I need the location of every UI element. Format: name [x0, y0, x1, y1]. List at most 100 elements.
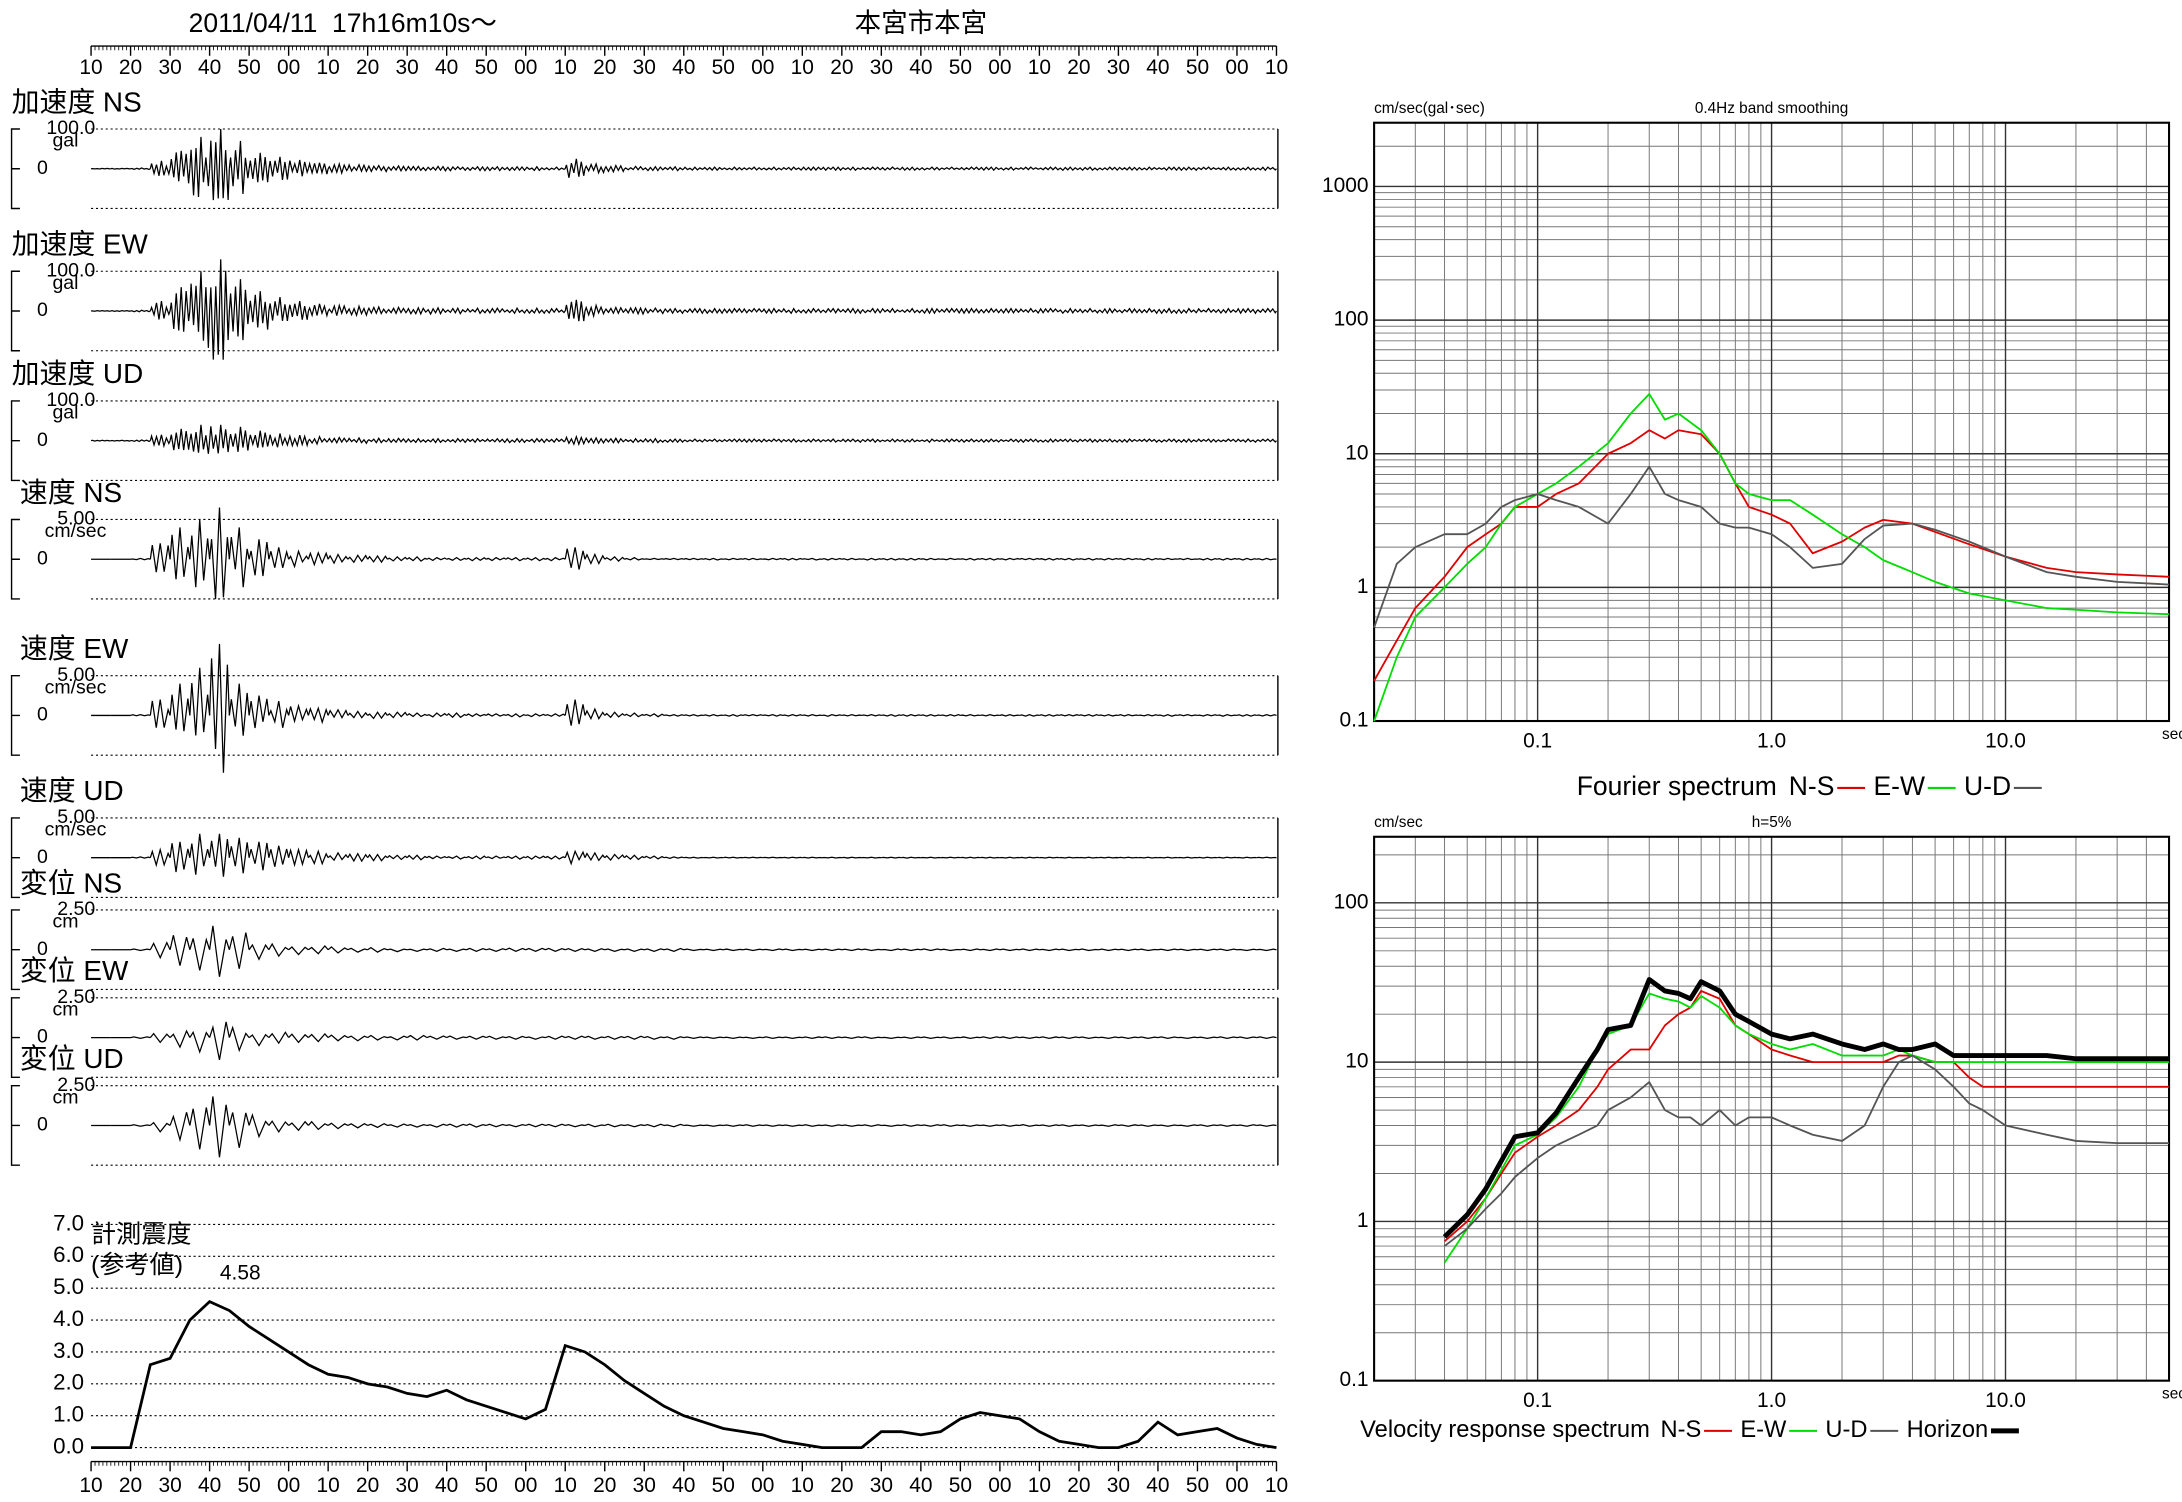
- waveform-segment: [268, 701, 290, 728]
- x-tick-label: 10.0: [1985, 1389, 2026, 1412]
- waveform-segment: [960, 856, 981, 859]
- trace-name: 加速度 NS: [12, 86, 142, 117]
- y-tick-label: 10: [1345, 1050, 1368, 1073]
- waveform-segment: [525, 556, 546, 562]
- x-tick-label: 40: [435, 56, 458, 79]
- waveform-segment: [663, 307, 685, 315]
- waveform-segment: [228, 932, 250, 969]
- waveform-segment: [268, 547, 290, 568]
- waveform-segment: [1256, 948, 1277, 952]
- y-tick-label: 2.0: [53, 1370, 84, 1395]
- trace-unit: cm: [52, 911, 78, 933]
- waveform-segment: [525, 1123, 546, 1128]
- waveform-segment: [505, 1123, 526, 1128]
- waveform-segment: [979, 713, 1000, 717]
- waveform-segment: [347, 304, 369, 318]
- waveform-segment: [1197, 166, 1218, 171]
- waveform-segment: [1177, 557, 1198, 561]
- waveform-segment: [268, 1031, 290, 1045]
- waveform-segment: [1118, 1036, 1139, 1040]
- waveform-segment: [861, 856, 882, 859]
- waveform-segment: [880, 307, 902, 314]
- waveform-segment: [979, 307, 1001, 314]
- waveform-segment: [723, 713, 744, 717]
- trace-name: 速度 NS: [20, 477, 122, 508]
- waveform-segment: [644, 1035, 665, 1040]
- waveform-segment: [881, 1124, 902, 1127]
- waveform-segment: [485, 855, 507, 860]
- waveform-segment: [979, 557, 1001, 561]
- waveform-segment: [288, 847, 309, 868]
- waveform-segment: [802, 1036, 823, 1040]
- waveform-segment: [208, 424, 230, 454]
- waveform-segment: [525, 947, 546, 953]
- waveform-segment: [466, 1035, 487, 1040]
- waveform-segment: [841, 713, 862, 717]
- waveform-segment: [1019, 856, 1040, 859]
- waveform-segment: [1216, 166, 1238, 171]
- waveform-segment: [426, 556, 448, 562]
- x-tick-label: 30: [396, 56, 419, 79]
- x-tick-label: 10: [79, 56, 102, 79]
- trace-bracket: [10, 997, 20, 1079]
- legend-title: Velocity response spectrum: [1360, 1417, 1650, 1443]
- waveform-segment: [288, 1120, 309, 1132]
- waveform-segment: [762, 557, 783, 561]
- waveform-segment: [624, 556, 645, 561]
- x-axis-label: sec: [2162, 1386, 2182, 1403]
- waveform-segment: [367, 437, 388, 444]
- waveform-segment: [722, 166, 744, 171]
- waveform-segment: [268, 845, 290, 867]
- waveform-segment: [960, 1124, 981, 1127]
- x-tick-label: 20: [1067, 1474, 1090, 1497]
- waveform-segment: [1059, 1124, 1079, 1127]
- waveform-segment: [1177, 307, 1198, 315]
- waveform-segment: [900, 166, 922, 172]
- waveform-segment: [1217, 1124, 1238, 1127]
- waveform-segment: [1177, 713, 1198, 717]
- waveform-segment: [327, 851, 349, 862]
- waveform-segment: [505, 437, 527, 444]
- waveform-segment: [130, 713, 151, 717]
- legend-label: E-W: [1740, 1417, 1787, 1443]
- waveform-segment: [406, 854, 428, 861]
- x-tick-label: 40: [909, 1474, 932, 1497]
- waveform-segment: [387, 711, 408, 719]
- waveform-segment: [90, 167, 111, 170]
- waveform-segment: [1197, 948, 1218, 952]
- waveform-segment: [802, 948, 823, 952]
- waveform-segment: [110, 439, 131, 442]
- x-tick-label: 20: [830, 56, 853, 79]
- waveform-segment: [505, 306, 527, 315]
- x-tick-label: 10: [1265, 1474, 1288, 1497]
- waveform-segment: [1138, 557, 1159, 561]
- waveform-segment: [1216, 307, 1238, 315]
- waveform-segment: [841, 948, 862, 952]
- waveform-segment: [465, 437, 487, 444]
- waveform-segment: [1236, 1036, 1257, 1040]
- waveform-segment: [525, 1036, 546, 1040]
- waveform-segment: [288, 300, 310, 320]
- waveform-segment: [782, 557, 803, 561]
- waveform-segment: [486, 948, 507, 952]
- waveform-segment: [1157, 166, 1179, 172]
- waveform-segment: [387, 1035, 408, 1041]
- waveform-segment: [999, 948, 1020, 952]
- waveform-segment: [940, 1036, 961, 1040]
- waveform-segment: [900, 948, 921, 952]
- waveform-segment: [505, 855, 526, 860]
- waveform-segment: [861, 438, 882, 444]
- y-tick-label: 100.0: [46, 389, 95, 411]
- waveform-segment: [1138, 856, 1159, 859]
- waveform-segment: [545, 166, 566, 171]
- waveform-segment: [1098, 713, 1119, 717]
- waveform-segment: [802, 1124, 823, 1127]
- waveform-segment: [1137, 166, 1159, 171]
- waveform-segment: [762, 1036, 783, 1040]
- y-tick-label: 2.50: [57, 1074, 95, 1096]
- waveform-segment: [604, 1035, 625, 1040]
- waveform-segment: [406, 1034, 428, 1041]
- x-tick-label: 10.0: [1985, 729, 2026, 752]
- waveform-segment: [149, 1121, 171, 1133]
